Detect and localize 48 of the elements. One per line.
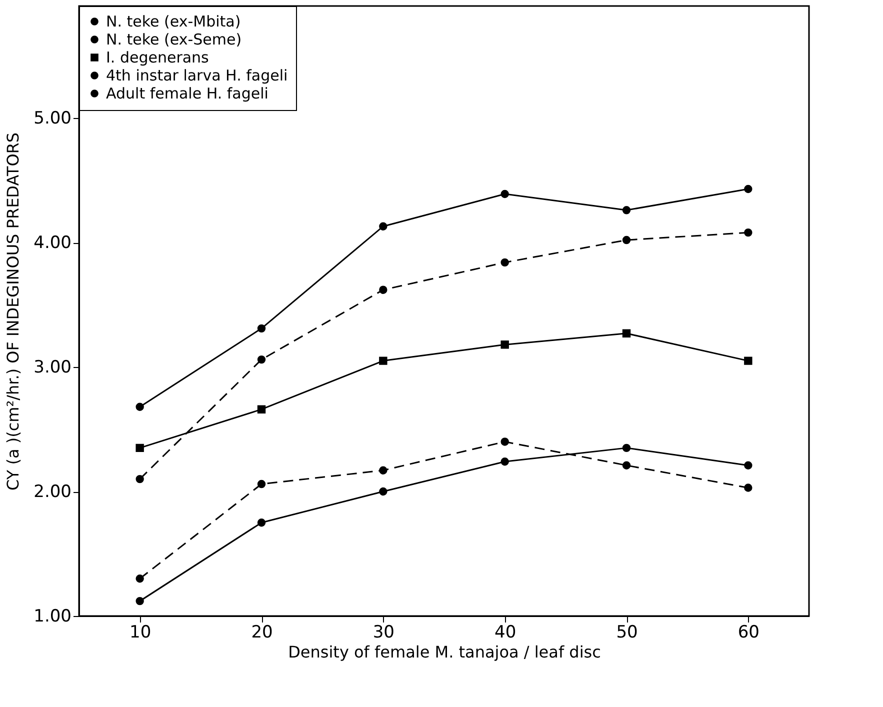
x-tick-label: 30 xyxy=(372,622,394,642)
y-tick-label: 2.00 xyxy=(34,482,72,502)
legend-label: I. degenerans xyxy=(106,48,210,66)
point xyxy=(379,222,388,230)
y-axis-title: CY (a )(cm²/hr.) OF INDEGINOUS PREDATORS xyxy=(4,132,23,491)
point xyxy=(744,461,752,470)
y-tick-label: 4.00 xyxy=(34,233,72,254)
point xyxy=(379,487,388,496)
point xyxy=(257,355,266,364)
x-tick-label: 10 xyxy=(130,622,152,642)
point xyxy=(744,484,752,492)
point xyxy=(622,206,631,214)
point xyxy=(257,518,266,527)
point xyxy=(500,340,509,349)
point xyxy=(744,356,752,365)
point xyxy=(136,474,144,484)
point xyxy=(622,329,631,338)
point xyxy=(500,458,509,466)
x-axis-title: Density of female M. tanajoa / leaf disc xyxy=(288,642,601,662)
x-tick-label: 60 xyxy=(738,622,760,642)
point xyxy=(622,444,631,452)
point xyxy=(257,480,266,488)
point xyxy=(136,574,144,583)
point xyxy=(257,405,266,414)
point xyxy=(622,461,631,470)
y-tick-label: 3.00 xyxy=(34,358,72,378)
legend-label: 4th instar larva H. fageli xyxy=(106,66,288,84)
point xyxy=(500,258,509,267)
point xyxy=(744,184,752,194)
point xyxy=(257,324,266,333)
point xyxy=(622,236,631,244)
point xyxy=(744,228,752,237)
point xyxy=(379,356,388,365)
legend-label: N. teke (ex-Mbita) xyxy=(106,12,241,30)
point xyxy=(136,596,144,606)
point xyxy=(379,286,388,294)
y-tick-label: 1.00 xyxy=(34,606,72,626)
y-tick-label: 5.00 xyxy=(34,108,72,129)
point xyxy=(136,402,144,411)
legend-label: N. teke (ex-Seme) xyxy=(106,30,242,48)
point xyxy=(136,444,144,452)
point xyxy=(500,438,509,446)
x-tick-label: 40 xyxy=(494,622,516,642)
x-tick-label: 50 xyxy=(616,622,638,642)
point xyxy=(500,190,509,198)
legend-label: Adult female H. fageli xyxy=(106,84,268,102)
point xyxy=(379,466,388,474)
x-tick-label: 20 xyxy=(251,622,273,642)
